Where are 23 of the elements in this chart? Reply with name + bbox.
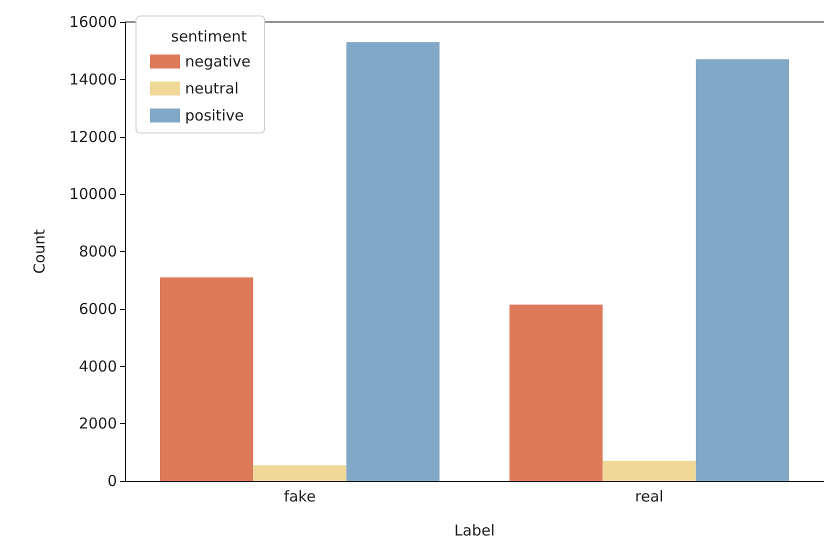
bar (509, 304, 603, 481)
y-tick-label: 10000 (69, 185, 117, 204)
x-tick-label: fake (284, 488, 316, 506)
y-tick-label: 2000 (78, 414, 117, 433)
y-tick-label: 12000 (69, 128, 117, 146)
y-tick-label: 0 (107, 472, 117, 490)
bar (346, 42, 440, 481)
y-tick-label: 8000 (78, 242, 117, 260)
bar (160, 277, 254, 481)
y-tick-label: 14000 (69, 70, 117, 88)
y-tick-label: 16000 (69, 13, 117, 31)
legend-label: negative (185, 52, 251, 70)
x-tick-label: real (635, 488, 664, 506)
legend-label: positive (185, 106, 244, 124)
bar (602, 460, 696, 481)
y-tick-label: 4000 (78, 357, 117, 376)
legend-title: sentiment (171, 28, 247, 46)
legend-label: neutral (185, 80, 239, 98)
bar (696, 59, 790, 481)
y-axis-title: Count (30, 229, 48, 274)
x-axis-title: Label (454, 522, 495, 540)
bar (253, 465, 346, 481)
y-tick-label: 6000 (78, 300, 117, 318)
